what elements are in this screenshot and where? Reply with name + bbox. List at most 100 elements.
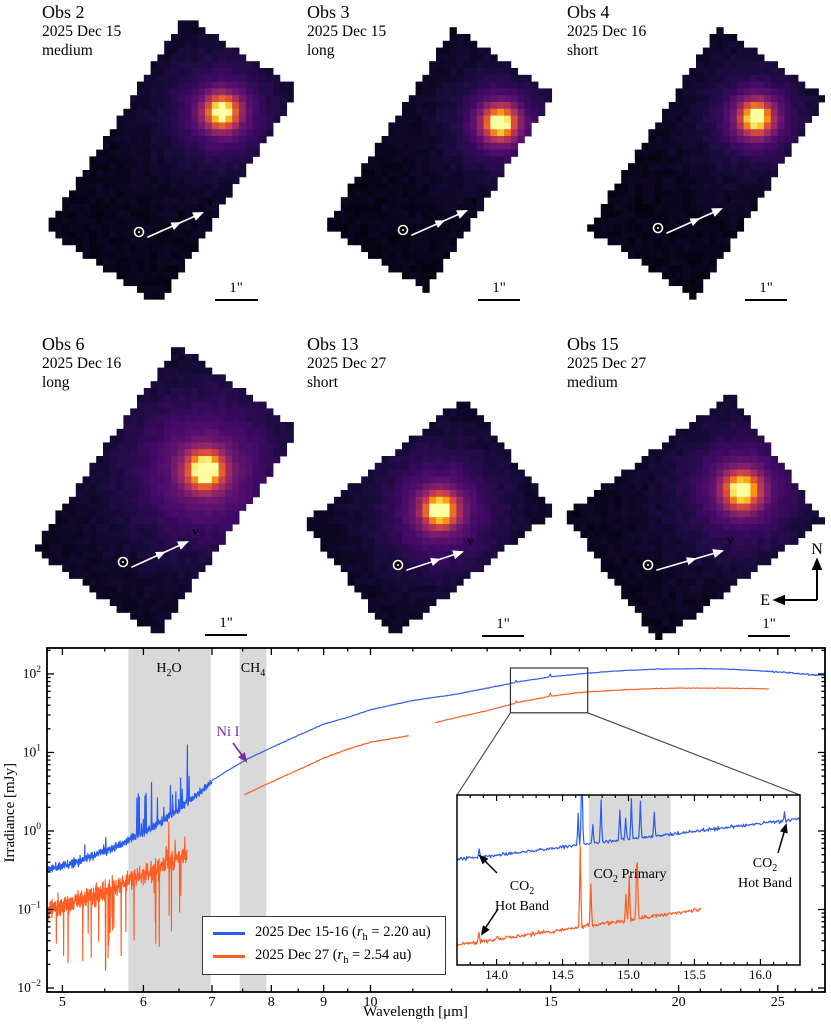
comet-pixel [82,496,90,505]
comet-pixel [655,544,663,552]
comet-pixel [456,517,464,525]
comet-pixel [730,537,738,545]
comet-pixel [607,537,615,545]
comet-pixel [442,456,451,464]
comet-pixel [757,163,765,171]
comet-pixel [408,251,417,259]
comet-pixel [682,612,690,620]
comet-pixel [641,251,649,259]
sun-symbol-dot [402,229,404,231]
comet-pixel [171,394,179,403]
comet-pixel [662,551,670,559]
comet-pixel [75,190,84,198]
comet-pixel [89,537,97,545]
comet-pixel [232,476,240,484]
comet-pixel [429,592,437,600]
comet-pixel [743,95,751,103]
comet-pixel [395,217,403,225]
comet-pixel [524,115,532,123]
comet-pixel [266,428,274,437]
comet-pixel [422,442,430,450]
comet-pixel [723,54,731,62]
y-tick-label: 102 [23,665,42,681]
y-tick-exponent: 1 [36,743,41,753]
comet-pixel [232,129,240,137]
comet-pixel [354,490,362,498]
comet-pixel [273,74,281,83]
comet-pixel [436,428,444,437]
comet-pixel [368,564,376,573]
comet-pixel [470,156,478,164]
comet-pixel [429,197,437,205]
comet-pixel [449,476,457,484]
comet-pixel [157,149,165,157]
comet-pixel [709,163,717,171]
comet-pixel [177,374,186,382]
comet-pixel [682,496,690,505]
comet-pixel [273,442,281,450]
comet-pixel [109,136,118,144]
comet-pixel [225,163,233,171]
comet-pixel [470,163,478,171]
comet-pixel [150,74,158,83]
comet-pixel [388,190,396,198]
comet-pixel [164,68,172,76]
comet-pixel [709,571,717,579]
comet-pixel [449,469,457,477]
comet-pixel [327,510,335,518]
comet-pixel [334,510,342,518]
comet-pixel [436,197,444,205]
comet-pixel [130,204,138,212]
comet-pixel [225,108,233,117]
comet-pixel [456,149,464,157]
comet-pixel [96,496,104,505]
comet-pixel [730,401,738,409]
comet-pixel [510,510,519,518]
shaded-band [128,648,211,992]
comet-pixel [723,428,731,437]
comet-pixel [374,476,383,484]
comet-pixel [415,136,423,144]
comet-pixel [662,619,670,627]
comet-pixel [736,163,745,171]
comet-pixel [205,490,213,498]
comet-pixel [655,238,663,246]
comet-pixel [177,388,186,396]
comet-pixel [723,231,731,239]
comet-pixel [798,115,806,123]
comet-pixel [368,524,376,532]
comet-pixel [96,197,104,205]
comet-pixel [764,163,772,171]
comet-pixel [82,517,90,525]
comet-pixel [716,95,724,103]
comet-pixel [164,258,172,266]
comet-pixel [750,476,758,484]
comet-pixel [408,558,417,566]
comet-pixel [436,415,444,423]
comet-pixel [75,537,84,545]
comet-pixel [171,149,179,157]
comet-pixel [504,68,512,76]
comet-pixel [103,190,111,198]
comet-pixel [476,190,485,198]
comet-pixel [429,490,437,498]
comet-pixel [483,156,491,164]
comet-pixel [171,435,179,443]
comet-pixel [130,136,138,144]
comet-pixel [205,496,213,505]
comet-pixel [662,462,670,471]
comet-pixel [150,278,158,287]
comet-pixel [408,210,417,219]
comet-pixel [388,224,396,232]
comet-pixel [709,265,717,273]
comet-pixel [89,204,97,212]
comet-pixel [736,449,745,457]
comet-pixel [442,510,451,518]
comet-pixel [402,551,410,559]
comet-pixel [177,394,186,403]
comet-pixel [723,217,731,225]
comet-pixel [497,530,505,539]
spectrum-line-dec27 [244,735,409,796]
comet-pixel [408,197,417,205]
comet-pixel [716,197,724,205]
